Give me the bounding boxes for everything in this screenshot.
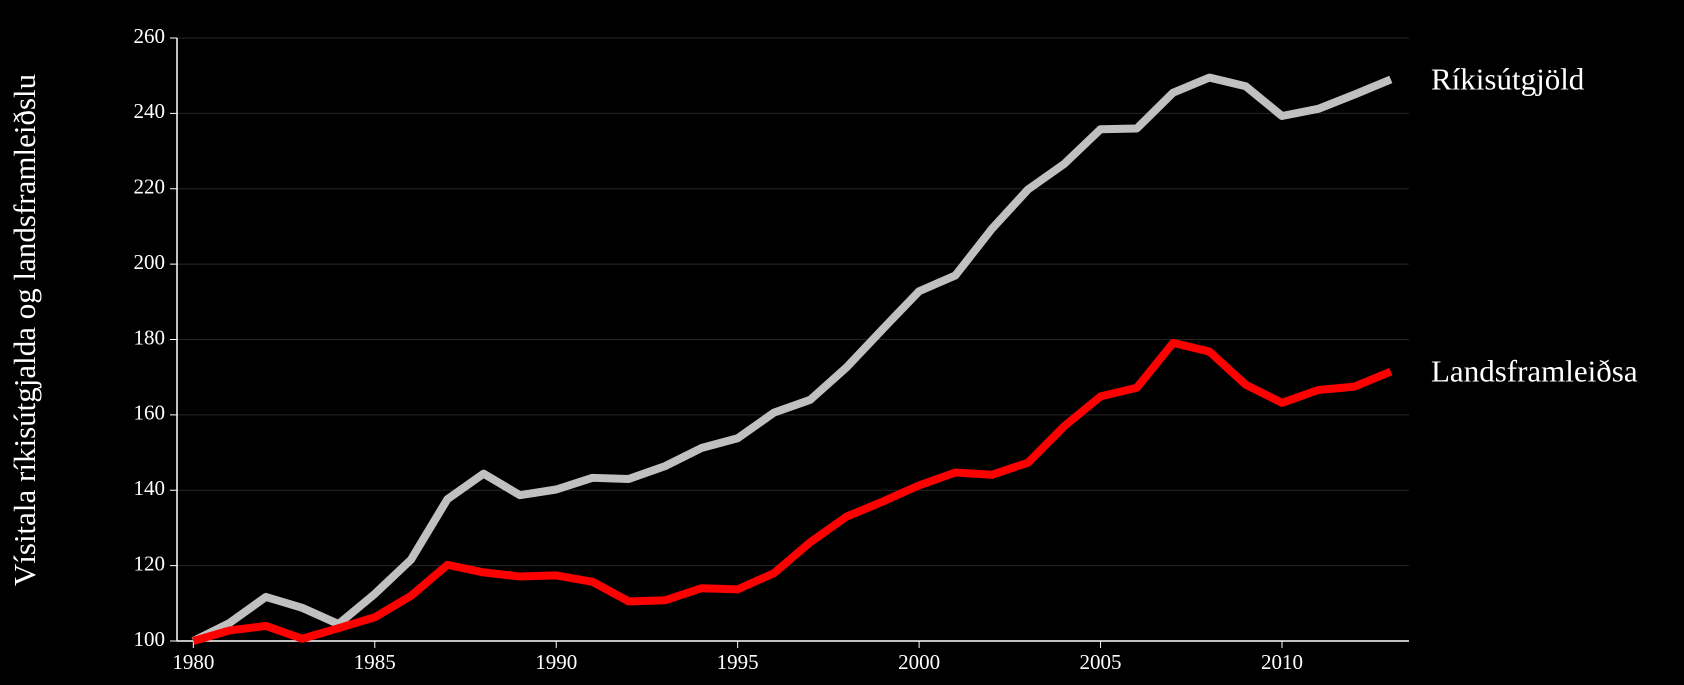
x-tick-label: 2005 (1080, 650, 1122, 674)
y-tick-label: 260 (134, 24, 166, 48)
y-tick-label: 120 (134, 551, 166, 575)
x-tick-label: 1985 (354, 650, 396, 674)
x-tick-label: 1995 (717, 650, 759, 674)
x-tick-label: 1990 (535, 650, 577, 674)
series-line (192, 338, 1393, 645)
y-tick-label: 140 (134, 476, 166, 500)
y-tick-label: 100 (134, 627, 166, 651)
x-tick-label: 2010 (1261, 650, 1303, 674)
x-tick-label: 2000 (898, 650, 940, 674)
y-axis-title: Vísitala ríkisútgjalda og landsframleiðs… (7, 74, 42, 586)
x-tick-label: 1980 (172, 650, 214, 674)
y-tick-label: 220 (134, 175, 166, 199)
series-line (191, 73, 1393, 645)
y-tick-label: 240 (134, 99, 166, 123)
y-tick-label: 200 (134, 250, 166, 274)
series-label: Landsframleiðsa (1431, 354, 1638, 389)
y-tick-label: 160 (134, 401, 166, 425)
series-label: Ríkisútgjöld (1431, 62, 1585, 97)
y-tick-label: 180 (134, 325, 166, 349)
